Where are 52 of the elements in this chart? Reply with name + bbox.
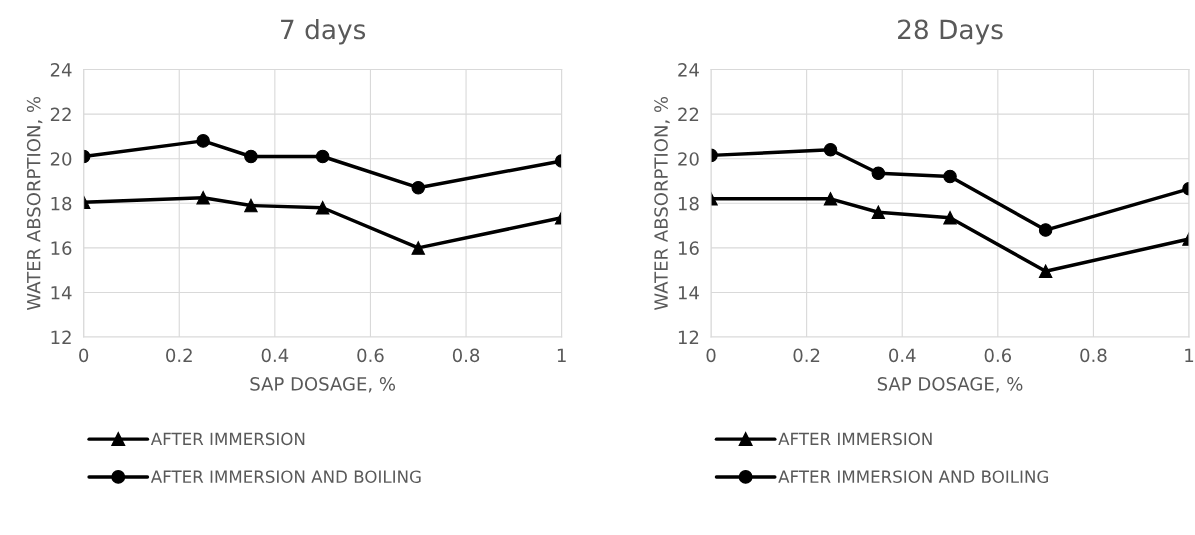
y-tick-label: 20 xyxy=(50,152,72,166)
legend-label: AFTER IMMERSION AND BOILING xyxy=(150,470,421,483)
point xyxy=(244,198,258,213)
y-tick-label: 14 xyxy=(678,286,699,300)
y-tick-label: 24 xyxy=(50,63,72,77)
point xyxy=(1038,264,1053,279)
y-tick-label: 16 xyxy=(51,241,72,255)
x-axis-title: SAP DOSAGE, % xyxy=(877,377,1023,393)
point xyxy=(411,180,426,195)
x-tick-label: 1 xyxy=(1185,348,1194,362)
legend-label: AFTER IMMERSION xyxy=(778,432,932,446)
x-tick-label: 0.4 xyxy=(889,348,916,363)
y-tick-label: 18 xyxy=(51,196,72,211)
point xyxy=(196,134,210,148)
y-tick-label: 16 xyxy=(678,241,699,255)
point xyxy=(871,166,886,180)
chart-title: 28 Days xyxy=(898,19,1003,45)
y-tick-label: 20 xyxy=(678,152,699,166)
y-axis-title: WATER ABSORPTION, % xyxy=(654,96,670,311)
x-tick-label: 0.6 xyxy=(984,348,1012,363)
point xyxy=(315,149,330,164)
point xyxy=(823,192,838,206)
point xyxy=(871,205,886,219)
x-tick-label: 0 xyxy=(79,348,89,363)
x-tick-label: 1 xyxy=(557,348,566,362)
x-tick-label: 0.8 xyxy=(452,348,480,363)
y-tick-label: 22 xyxy=(50,107,71,121)
point xyxy=(196,190,210,205)
point xyxy=(823,143,838,157)
x-tick-label: 0 xyxy=(706,348,716,363)
x-tick-label: 0.6 xyxy=(357,348,384,363)
y-tick-label: 22 xyxy=(678,107,699,121)
point xyxy=(943,211,957,225)
y-tick-label: 12 xyxy=(678,330,699,344)
y-axis-title: WATER ABSORPTION, % xyxy=(26,96,43,311)
y-tick-label: 18 xyxy=(678,196,699,211)
x-tick-label: 0.2 xyxy=(166,348,192,363)
chart-title: 7 days xyxy=(281,18,366,45)
legend-label: AFTER IMMERSION AND BOILING xyxy=(778,470,1048,483)
y-tick-label: 12 xyxy=(51,330,71,344)
legend-label: AFTER IMMERSION xyxy=(150,432,305,446)
point xyxy=(1038,223,1053,237)
point xyxy=(315,200,330,215)
x-tick-label: 0.8 xyxy=(1080,348,1107,363)
point xyxy=(411,241,426,255)
y-tick-label: 24 xyxy=(678,63,699,77)
x-axis-title: SAP DOSAGE, % xyxy=(250,377,396,393)
point xyxy=(244,149,258,164)
y-tick-label: 14 xyxy=(51,286,72,300)
point xyxy=(943,169,957,184)
x-tick-label: 0.4 xyxy=(261,348,289,363)
x-tick-label: 0.2 xyxy=(793,348,820,363)
